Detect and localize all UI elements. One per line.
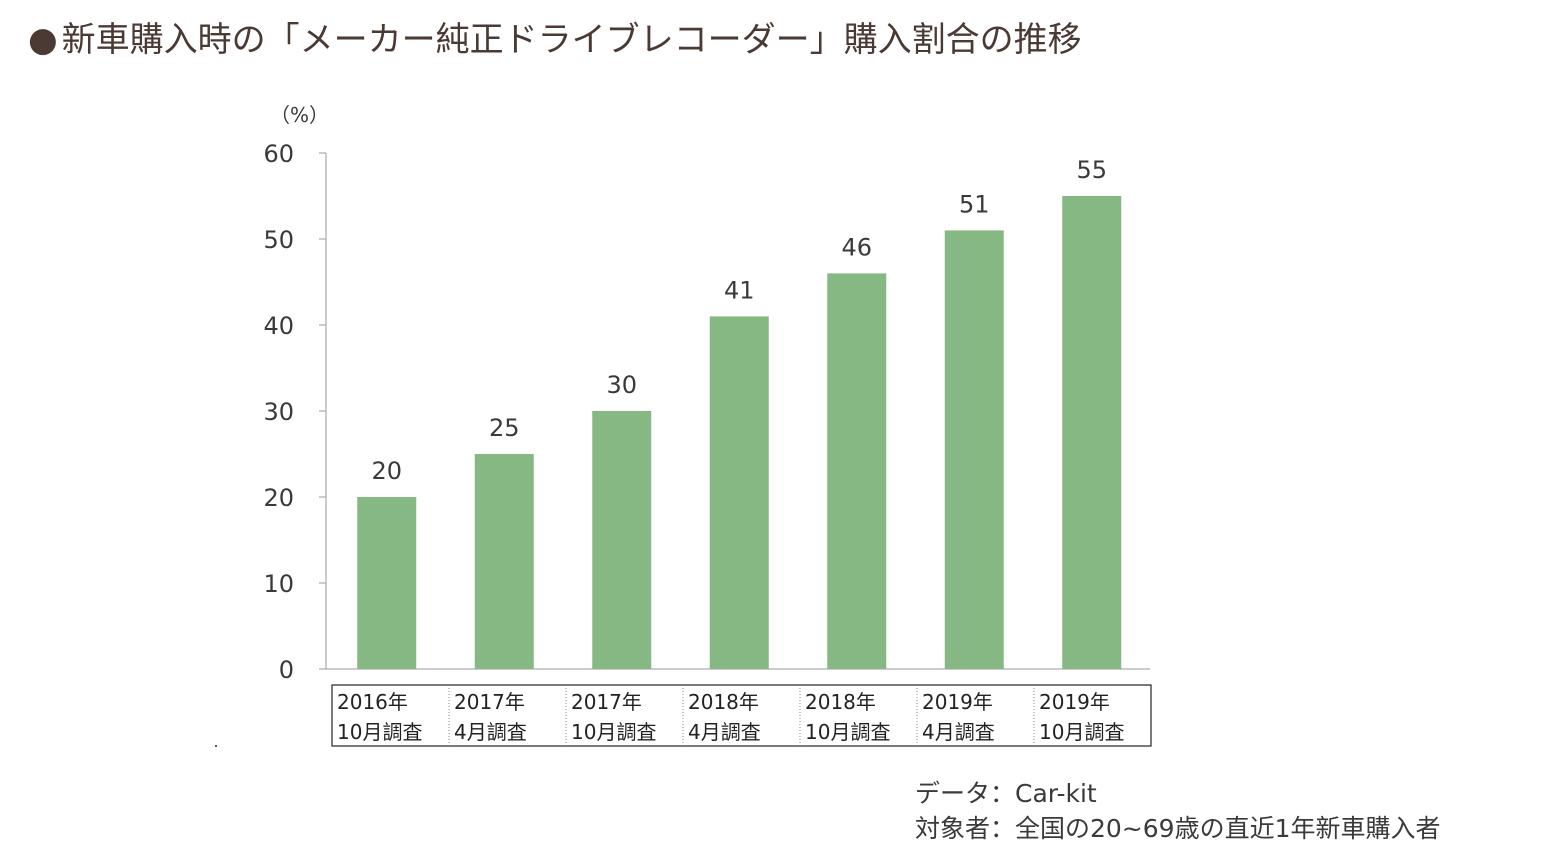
bar bbox=[474, 454, 534, 669]
bar bbox=[592, 411, 652, 669]
bar bbox=[357, 497, 417, 669]
title-bullet: ● bbox=[28, 20, 58, 60]
x-tick-label: 2019年 bbox=[922, 690, 993, 714]
bar bbox=[944, 230, 1004, 669]
y-tick-label: 50 bbox=[263, 226, 294, 254]
category-table bbox=[331, 684, 1152, 747]
x-tick-label: 4月調査 bbox=[922, 720, 995, 744]
data-label: 51 bbox=[959, 190, 990, 218]
y-tick-label: 30 bbox=[263, 398, 294, 426]
bar bbox=[1062, 196, 1122, 669]
x-tick-label: 10月調査 bbox=[805, 720, 890, 744]
x-tick-label: 10月調査 bbox=[571, 720, 656, 744]
data-label: 46 bbox=[841, 233, 872, 261]
x-tick-label: 2018年 bbox=[688, 690, 759, 714]
x-tick-label: 10月調査 bbox=[337, 720, 422, 744]
x-tick-label: 4月調査 bbox=[688, 720, 761, 744]
data-label: 55 bbox=[1076, 156, 1107, 184]
x-tick-label: 2017年 bbox=[454, 690, 525, 714]
title-text: 新車購入時の「メーカー純正ドライブレコーダー」購入割合の推移 bbox=[61, 20, 1082, 60]
bar bbox=[827, 273, 887, 669]
data-label: 20 bbox=[371, 457, 402, 485]
data-label: 25 bbox=[489, 414, 520, 442]
y-unit-label: （%） bbox=[270, 103, 329, 127]
stray-dot bbox=[215, 745, 217, 747]
x-tick-label: 2016年 bbox=[337, 690, 408, 714]
chart-title: ● 新車購入時の「メーカー純正ドライブレコーダー」購入割合の推移 bbox=[28, 12, 1082, 61]
y-tick-label: 20 bbox=[263, 484, 294, 512]
x-tick-label: 4月調査 bbox=[454, 720, 527, 744]
x-tick-label: 2017年 bbox=[571, 690, 642, 714]
y-tick-label: 40 bbox=[263, 312, 294, 340]
source-target-line: 対象者：全国の20~69歳の直近1年新車購入者 bbox=[915, 814, 1441, 843]
x-tick-label: 10月調査 bbox=[1039, 720, 1124, 744]
y-tick-label: 10 bbox=[263, 570, 294, 598]
x-tick-label: 2019年 bbox=[1039, 690, 1110, 714]
y-tick-label: 60 bbox=[263, 140, 294, 168]
source-note: データ：Car-kit 対象者：全国の20~69歳の直近1年新車購入者 bbox=[915, 776, 1440, 846]
source-data-line: データ：Car-kit bbox=[915, 779, 1097, 808]
y-tick-label: 0 bbox=[279, 656, 294, 684]
data-label: 41 bbox=[724, 276, 755, 304]
bar bbox=[709, 316, 769, 669]
x-tick-label: 2018年 bbox=[805, 690, 876, 714]
data-label: 30 bbox=[606, 371, 637, 399]
